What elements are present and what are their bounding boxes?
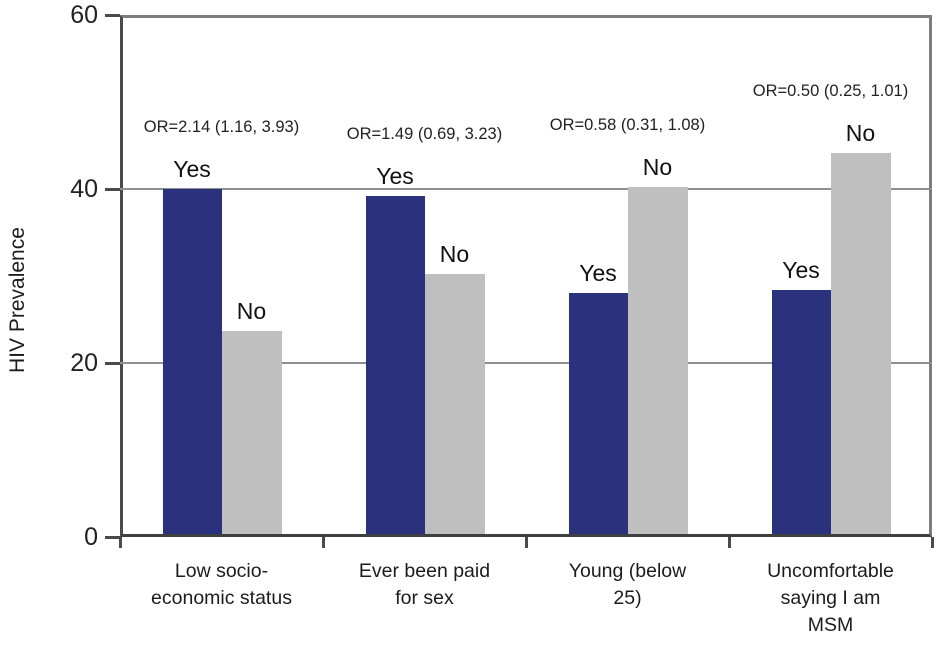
x-tick-mark: [524, 537, 528, 548]
bar-no: [424, 274, 485, 534]
bar-no: [221, 330, 282, 534]
y-tick-label: 20: [70, 349, 98, 377]
bar-yes: [771, 289, 831, 534]
y-tick-mark: [105, 361, 120, 365]
category-label: Low socio-economic status: [117, 558, 327, 612]
x-tick-mark: [321, 537, 325, 548]
category-label: Young (below 25): [523, 558, 733, 612]
category-label-line: economic status: [151, 587, 292, 609]
category-label-line: 25): [613, 587, 642, 609]
bar-no: [830, 153, 891, 534]
category-label-line: Low socio-: [174, 560, 269, 582]
bar-label-yes: Yes: [173, 156, 211, 182]
y-tick-mark: [105, 535, 120, 539]
y-tick-mark: [105, 13, 120, 17]
category-label-line: Young (below: [568, 560, 687, 582]
bar-yes: [568, 292, 628, 534]
bar-label-yes: Yes: [376, 162, 414, 189]
plot-area: [120, 15, 932, 537]
or-annotation: OR=2.14 (1.16, 3.93): [143, 118, 300, 136]
bar-label-no: No: [439, 241, 470, 268]
bar-label-no: No: [845, 120, 876, 147]
category-label: Uncomfortable saying I am MSM: [726, 558, 936, 639]
y-axis-title: HIV Prevalence: [6, 227, 29, 373]
gridline: [120, 188, 932, 190]
bar-yes: [162, 189, 222, 534]
bar-yes: [365, 195, 425, 534]
x-tick-mark: [727, 537, 731, 548]
y-tick-label: 60: [70, 1, 98, 29]
bar-label-no: No: [642, 154, 673, 181]
bar-label-yes: Yes: [579, 259, 617, 286]
or-annotation: OR=0.58 (0.31, 1.08): [549, 116, 706, 135]
gridline: [120, 362, 932, 364]
x-tick-mark: [118, 537, 122, 548]
y-tick-mark: [105, 187, 120, 191]
category-label: Ever been paid for sex: [320, 558, 530, 612]
category-label-line: MSM: [807, 614, 854, 636]
category-label-line: Uncomfortable: [767, 560, 894, 582]
category-label-line: for sex: [395, 587, 454, 609]
y-tick-label: 0: [84, 523, 98, 551]
or-annotation: OR=1.49 (0.69, 3.23): [346, 124, 503, 143]
category-label-line: Ever been paid: [358, 560, 491, 582]
bar-no: [627, 187, 688, 534]
category-label-line: saying I am: [780, 587, 881, 609]
or-annotation: OR=0.50 (0.25, 1.01): [752, 82, 909, 101]
bar-label-yes: Yes: [782, 256, 820, 283]
x-tick-mark: [930, 537, 934, 548]
bar-label-no: No: [236, 297, 267, 324]
y-tick-label: 40: [70, 175, 98, 203]
